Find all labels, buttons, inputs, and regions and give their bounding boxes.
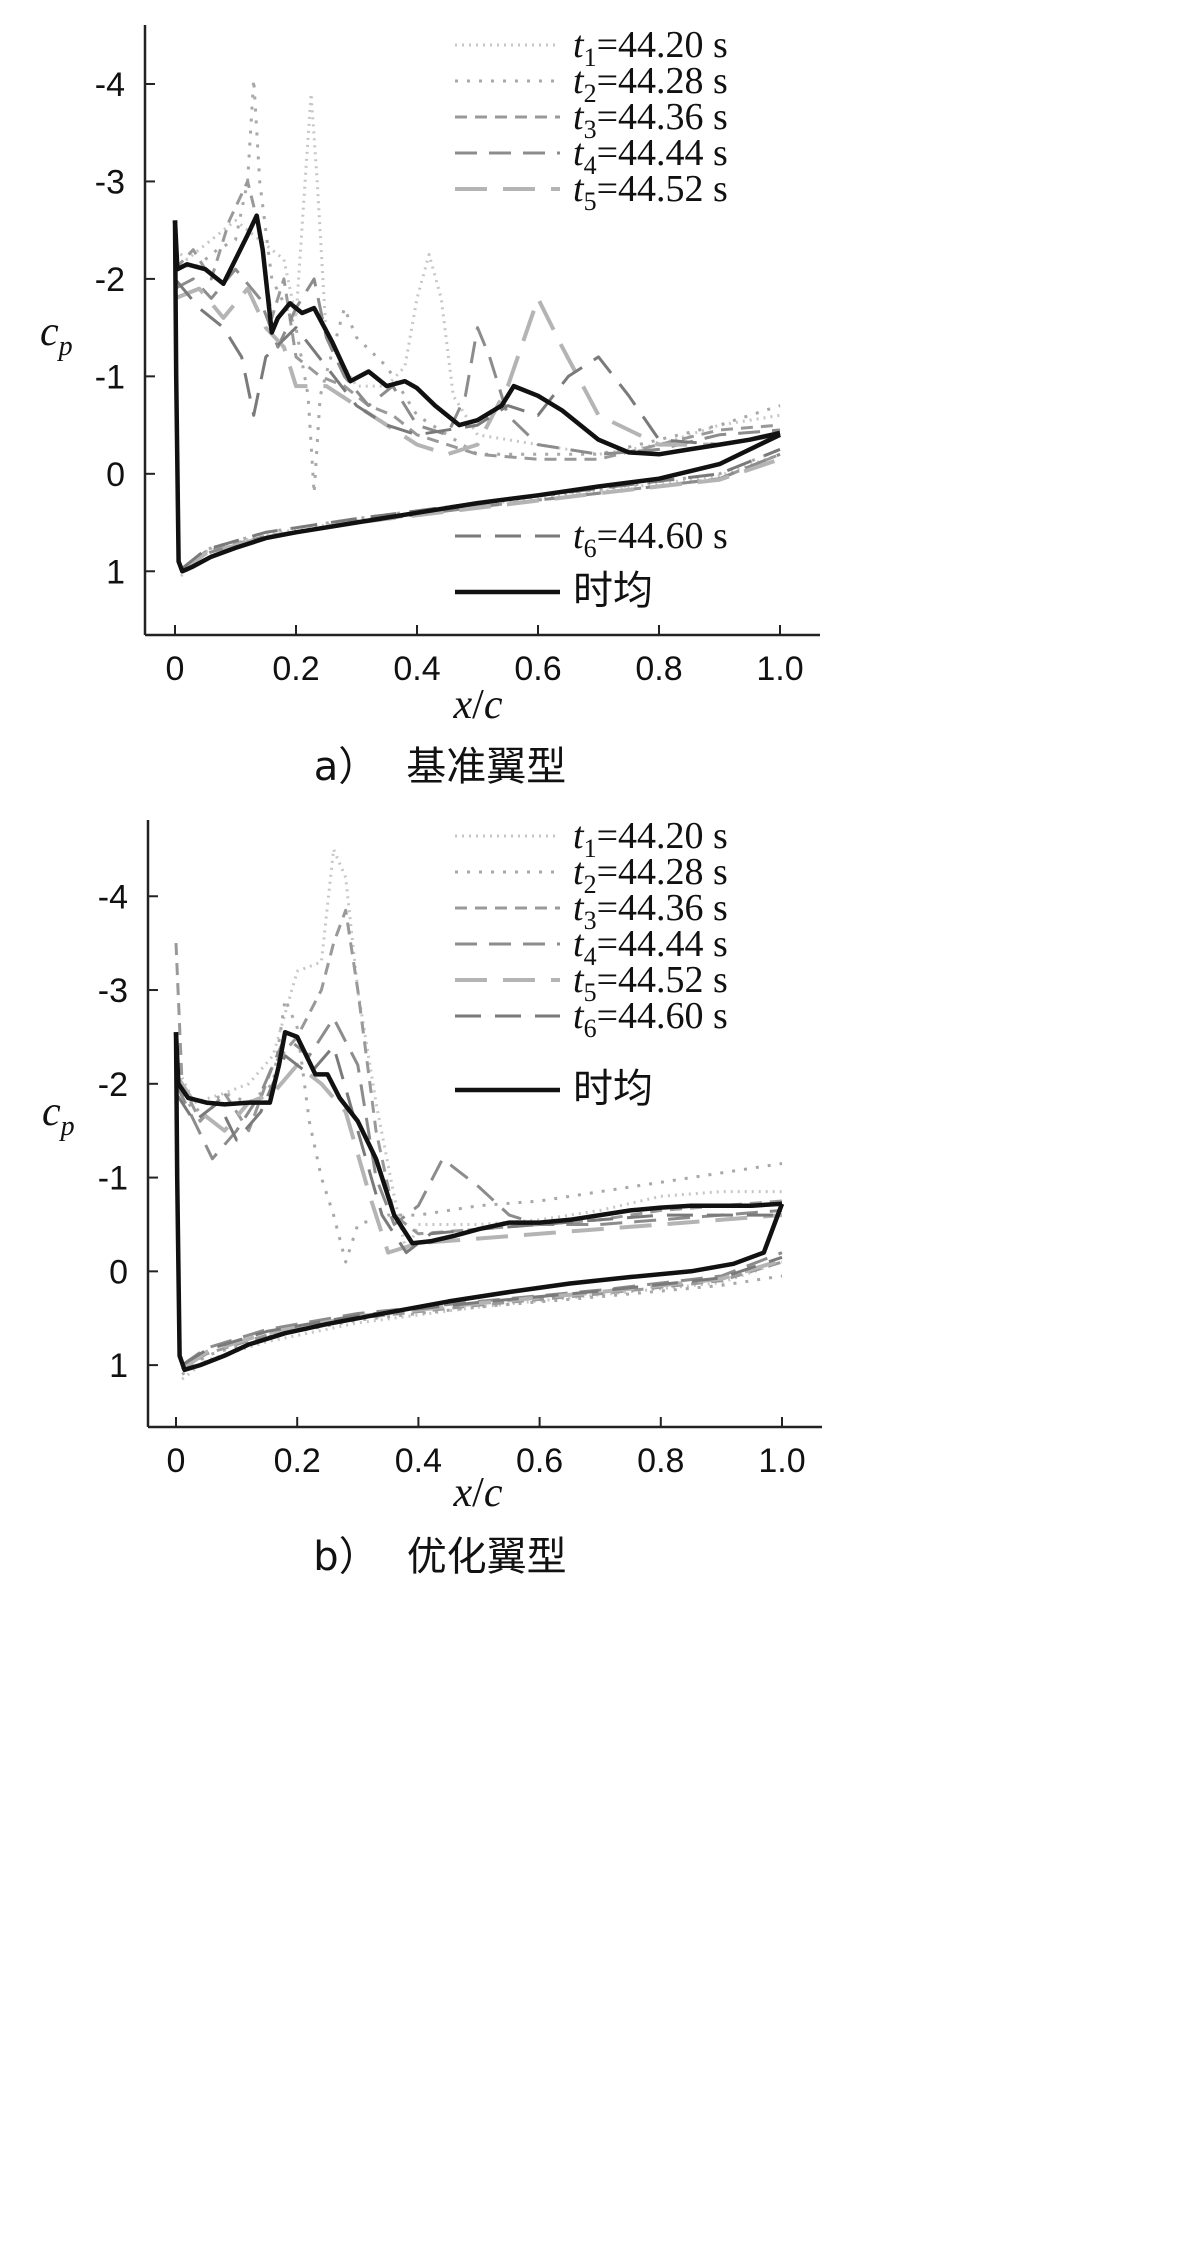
legend-label: t5=44.52 s <box>573 959 728 1007</box>
legend-label: t1=44.20 s <box>573 815 728 863</box>
legend-item-2: t2=44.28 s <box>455 60 728 108</box>
legend-label: t4=44.44 s <box>573 132 728 180</box>
tick-labels: -4 -3 -2 -1 0 1 0 0.2 0.4 0.6 0.8 1.0 <box>95 66 804 688</box>
legend-label: t2=44.28 s <box>573 60 728 108</box>
legend-item-3: t3=44.36 s <box>455 96 728 144</box>
y-tick-label: -2 <box>98 1066 128 1104</box>
mean-upper-line <box>172 213 781 457</box>
series-3-upper-line <box>173 179 781 461</box>
x-tick-label: 0.4 <box>393 650 440 688</box>
legend-item-mean: 时均 <box>455 568 653 614</box>
series-layer <box>173 77 781 578</box>
legend-item-5: t5=44.52 s <box>455 959 728 1007</box>
legend-label: t5=44.52 s <box>573 168 728 216</box>
x-tick-label: 0 <box>167 1442 186 1480</box>
series-6-upper-line <box>173 277 781 447</box>
legend-label: 时均 <box>573 1066 653 1112</box>
series-5-lower-line <box>180 1258 783 1372</box>
series-4-upper-line <box>174 1016 783 1226</box>
mean-series-layer <box>173 1029 785 1373</box>
y-axis-label: cp <box>42 1089 75 1142</box>
x-tick-label: 1.0 <box>756 650 803 688</box>
legend-item-mean: 时均 <box>455 1066 653 1112</box>
series-6-upper-line <box>174 1044 782 1255</box>
y-tick-label: -3 <box>98 972 128 1010</box>
series-5-lower-line <box>179 457 781 573</box>
x-tick-label: 1.0 <box>758 1442 805 1480</box>
y-tick-label: -2 <box>95 261 125 299</box>
y-tick-label: -1 <box>95 358 125 396</box>
series-2-upper-line <box>174 997 783 1264</box>
x-tick-label: 0 <box>166 650 185 688</box>
axes-frame <box>146 820 822 1429</box>
x-tick-label: 0.8 <box>637 1442 684 1480</box>
legend-item-6: t6=44.60 s <box>455 995 728 1043</box>
mean-lower-line <box>173 1032 785 1373</box>
legend-label: t3=44.36 s <box>573 887 728 935</box>
y-tick-label: -4 <box>95 66 125 104</box>
x-tick-label: 0.4 <box>395 1442 442 1480</box>
y-tick-label: -3 <box>95 163 125 201</box>
chart-panel-b: -4 -3 -2 -1 0 1 0 0.2 0.4 0.6 0.8 1.0 cp x/c t1=44.… <box>42 815 822 1580</box>
y-tick-label: 1 <box>109 1347 128 1385</box>
legend-label: t6=44.60 s <box>573 995 728 1043</box>
legend-label: t6=44.60 s <box>573 515 728 563</box>
y-tick-label: -1 <box>98 1160 128 1198</box>
legend-label: 时均 <box>573 568 653 614</box>
series-3-upper-line <box>174 908 783 1236</box>
series-1-lower-line <box>181 1260 783 1381</box>
legend-label: t3=44.36 s <box>573 96 728 144</box>
y-tick-label: 0 <box>109 1253 128 1291</box>
y-tick-label: 0 <box>106 456 125 494</box>
mean-upper-line <box>173 1029 783 1246</box>
legend-label: t2=44.28 s <box>573 851 728 899</box>
legend: t1=44.20 st2=44.28 st3=44.36 st4=44.44 s… <box>455 815 728 1112</box>
x-tick-label: 0.2 <box>274 1442 321 1480</box>
legend-label: t1=44.20 s <box>573 24 728 72</box>
legend-item-3: t3=44.36 s <box>455 887 728 935</box>
legend-label: t4=44.44 s <box>573 923 728 971</box>
mean-lower-line <box>172 220 781 574</box>
series-5-upper-line <box>174 1063 783 1255</box>
x-axis-label: x/c <box>453 1470 503 1516</box>
legend-item-5: t5=44.52 s <box>455 168 728 216</box>
mean-series-layer <box>172 213 781 574</box>
y-axis-label: cp <box>40 309 73 362</box>
series-1-upper-line <box>174 847 782 1255</box>
y-tick-label: -4 <box>98 878 128 916</box>
panel-caption: a） 基准翼型 <box>314 744 567 790</box>
series-2-lower-line <box>181 1274 783 1376</box>
x-tick-label: 0.6 <box>514 650 561 688</box>
legend-item-1: t1=44.20 s <box>455 24 728 72</box>
legend-item-4: t4=44.44 s <box>455 132 728 180</box>
legend-item-6: t6=44.60 s <box>455 515 728 563</box>
axes-frame <box>143 25 820 637</box>
legend-item-1: t1=44.20 s <box>455 815 728 863</box>
legend-item-2: t2=44.28 s <box>455 851 728 899</box>
legend: t1=44.20 st2=44.28 st3=44.36 st4=44.44 s… <box>455 24 728 614</box>
y-tick-label: 1 <box>106 553 125 591</box>
panel-caption: b） 优化翼型 <box>313 1534 566 1580</box>
x-tick-label: 0.8 <box>635 650 682 688</box>
x-tick-label: 0.6 <box>516 1442 563 1480</box>
series-6-lower-line <box>181 1255 783 1367</box>
chart-panel-a: -4 -3 -2 -1 0 1 0 0.2 0.4 0.6 0.8 1.0 cp x/c t1=44.… <box>40 24 820 790</box>
x-axis-label: x/c <box>453 682 503 728</box>
tick-labels: -4 -3 -2 -1 0 1 0 0.2 0.4 0.6 0.8 1.0 <box>98 878 806 1480</box>
x-tick-label: 0.2 <box>272 650 319 688</box>
legend-item-4: t4=44.44 s <box>455 923 728 971</box>
series-5-upper-line <box>174 286 781 457</box>
